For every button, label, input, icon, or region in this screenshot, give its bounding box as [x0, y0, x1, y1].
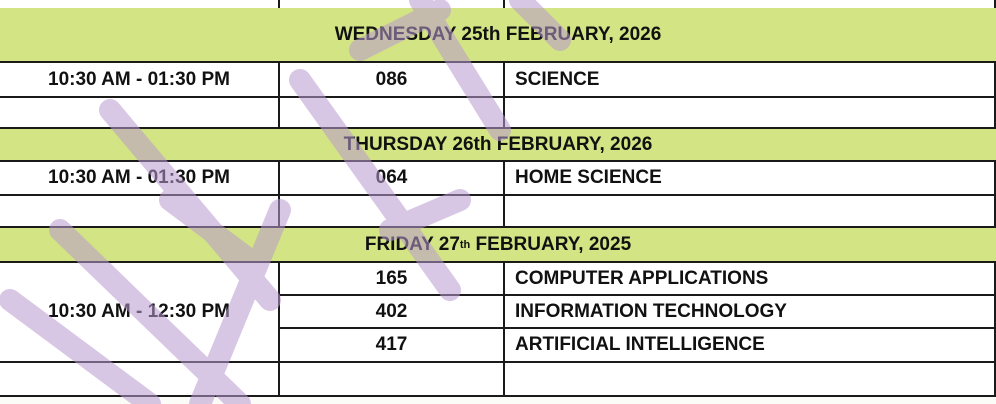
exam-time: 10:30 AM - 01:30 PM	[0, 63, 280, 98]
subject-code: 417	[280, 329, 505, 363]
empty-cell	[505, 98, 996, 129]
subject-code: 402	[280, 296, 505, 329]
exam-time: 10:30 AM - 12:30 PM	[0, 263, 280, 363]
subject-code: 165	[280, 263, 505, 296]
empty-cell	[505, 363, 996, 397]
exam-time: 10:30 AM - 01:30 PM	[0, 162, 280, 196]
empty-cell	[280, 196, 505, 228]
empty-cell	[0, 196, 280, 228]
heading-sup: th	[459, 238, 471, 251]
empty-cell	[0, 363, 280, 397]
subject-name: SCIENCE	[505, 63, 996, 98]
subject-name: INFORMATION TECHNOLOGY	[505, 296, 996, 329]
empty-cell	[280, 363, 505, 397]
heading-prefix: FRIDAY 27	[364, 233, 460, 255]
subject-name: HOME SCIENCE	[505, 162, 996, 196]
day-heading-thursday: THURSDAY 26th FEBRUARY, 2026	[0, 129, 996, 162]
empty-cell	[505, 196, 996, 228]
subject-code: 086	[280, 63, 505, 98]
empty-cell	[0, 98, 280, 129]
subject-name: ARTIFICIAL INTELLIGENCE	[505, 329, 996, 363]
heading-suffix: FEBRUARY, 2025	[470, 233, 632, 255]
empty-cell	[280, 98, 505, 129]
subject-code: 064	[280, 162, 505, 196]
day-heading-wednesday: WEDNESDAY 25th FEBRUARY, 2026	[0, 8, 996, 63]
subject-name: COMPUTER APPLICATIONS	[505, 263, 996, 296]
